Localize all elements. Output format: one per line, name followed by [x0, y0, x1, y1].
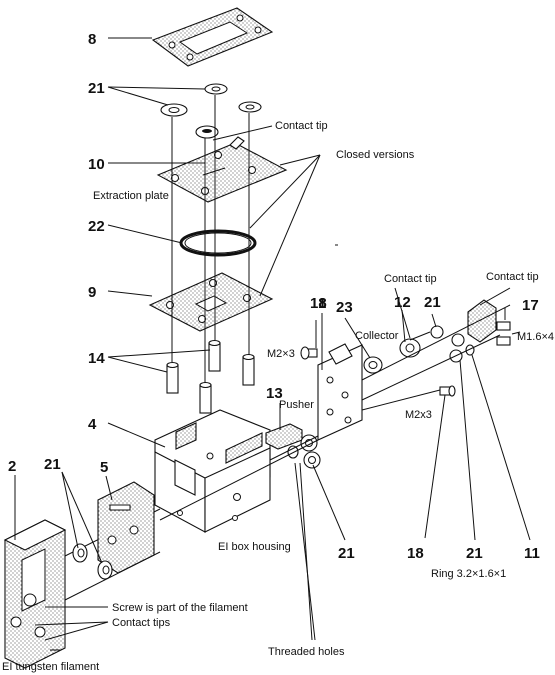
- label-m16x4: M1.6×4: [517, 331, 554, 343]
- plate-8: [151, 7, 274, 67]
- rings-21-left: [72, 543, 113, 580]
- part-number-14: 14: [88, 350, 105, 367]
- label-extraction-plate: Extraction plate: [93, 190, 169, 202]
- part-number-18-bottom: 18: [407, 545, 424, 562]
- part-number-4: 4: [88, 416, 97, 433]
- bracket-5: [97, 481, 155, 574]
- part-number-10: 10: [88, 156, 105, 173]
- text-labels: Contact tip Closed versions Extraction p…: [2, 120, 554, 673]
- part-number-21-left: 21: [44, 456, 61, 473]
- part-number-18-top: 18: [310, 295, 327, 312]
- label-contact-tip-top: Contact tip: [275, 120, 328, 132]
- part-number-1: 1: [318, 295, 326, 312]
- leader-lines: [14, 37, 531, 651]
- plate-1: [317, 343, 363, 441]
- label-screw-filament: Screw is part of the filament: [112, 602, 248, 614]
- part-numbers: 8 21 10 22 9 14 4 13 2 21 5 18 1 23 12 2…: [8, 31, 540, 562]
- extraction-plate-10: [156, 136, 288, 203]
- label-threaded-holes: Threaded holes: [268, 646, 345, 658]
- part-number-17: 17: [522, 297, 539, 314]
- part-number-21-bottom-right: 21: [466, 545, 483, 562]
- axis-lines: [159, 304, 511, 521]
- label-closed-versions: Closed versions: [336, 149, 415, 161]
- part-number-23: 23: [336, 299, 353, 316]
- screw-18-right: [439, 385, 456, 397]
- part-number-9: 9: [88, 284, 96, 301]
- collector-23-12: [363, 325, 444, 374]
- label-collector: Collector: [355, 330, 399, 342]
- contact-plate-11-17: [449, 299, 511, 363]
- part-number-21-bottom-mid: 21: [338, 545, 355, 562]
- label-contact-tips: Contact tips: [112, 617, 171, 629]
- part-number-8: 8: [88, 31, 96, 48]
- part-number-13: 13: [266, 385, 283, 402]
- part-number-11: 11: [524, 545, 540, 562]
- part-number-21-right-top: 21: [424, 294, 441, 311]
- pusher-13: [265, 423, 303, 450]
- part-number-22: 22: [88, 218, 105, 235]
- standoffs-14: [166, 339, 255, 414]
- filament-2: [3, 508, 161, 669]
- ring-22: [179, 229, 257, 257]
- label-contact-tip-right: Contact tip: [486, 271, 539, 283]
- alignment-lines: [171, 95, 250, 385]
- part-number-5: 5: [100, 459, 108, 476]
- screw-18-left: [300, 346, 318, 360]
- rings-21-top: [160, 83, 262, 139]
- label-ei-box-housing: EI box housing: [218, 541, 291, 553]
- label-ei-tungsten: EI tungsten filament: [2, 661, 99, 673]
- part-number-2: 2: [8, 458, 16, 475]
- label-m2x3-right: M2x3: [405, 409, 432, 421]
- plate-9: [148, 272, 274, 332]
- label-m2x3-left: M2×3: [267, 348, 295, 360]
- label-contact-tip-mid: Contact tip: [384, 273, 437, 285]
- ei-box-housing-4: [154, 409, 271, 533]
- label-pusher: Pusher: [279, 399, 314, 411]
- part-number-12: 12: [394, 294, 411, 311]
- part-number-21-top: 21: [88, 80, 105, 97]
- label-ring: Ring 3.2×1.6×1: [431, 568, 506, 580]
